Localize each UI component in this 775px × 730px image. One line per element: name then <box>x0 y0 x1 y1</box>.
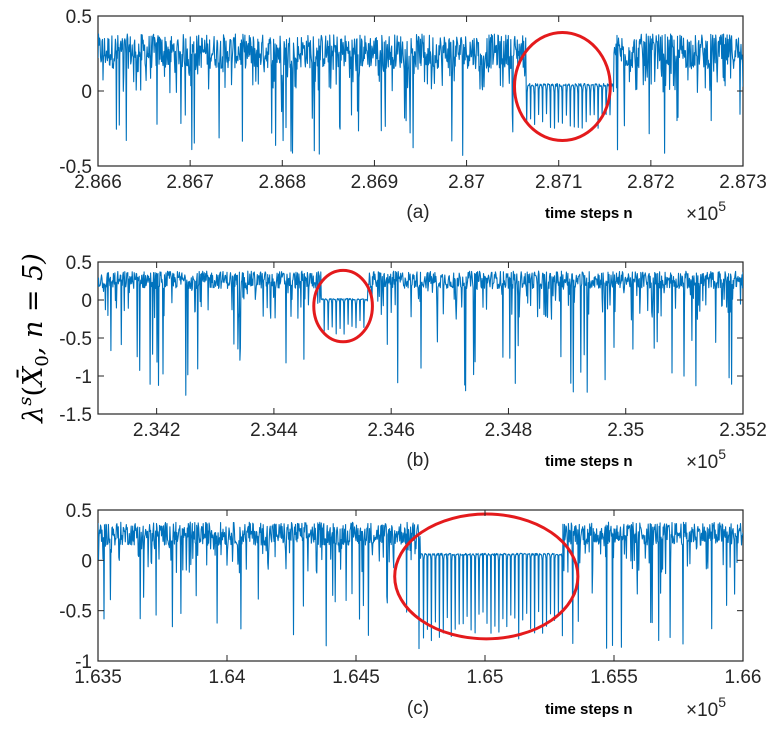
series-line <box>98 521 743 650</box>
x-tick-label: 2.352 <box>719 420 767 441</box>
x-tick-label: 2.348 <box>485 420 533 441</box>
panel-a: 2.866 2.867 2.868 2.869 2.87 2.871 2.872 2.873 -… <box>59 7 767 225</box>
ylabel-open: ( <box>18 386 49 397</box>
x-tick-label: 2.872 <box>627 172 675 193</box>
x-tick-label: 2.87 <box>448 172 485 193</box>
x-tick-label: 1.645 <box>332 667 380 688</box>
panel-label: (b) <box>406 450 429 471</box>
x-tick-label: 1.65 <box>467 667 504 688</box>
x-axis-label: time steps n <box>545 453 633 470</box>
panel-b: 2.342 2.344 2.346 2.348 2.35 2.352 -1.5 -1 -0.5 0… <box>59 253 767 473</box>
x-tick-label: 2.346 <box>367 420 415 441</box>
y-tick-label: 0.5 <box>66 7 92 28</box>
y-tick-label: 0.5 <box>66 253 92 274</box>
ylabel-lambda: λ <box>18 406 49 424</box>
x-tick-label: 2.866 <box>74 172 122 193</box>
x-tick-label: 1.64 <box>209 667 246 688</box>
y-tick-label: 0.5 <box>66 501 92 522</box>
panel-c: 1.635 1.64 1.645 1.65 1.655 1.66 -1 -0.5 0 0.5 (c)… <box>59 501 761 721</box>
x-tick-label: 2.869 <box>351 172 399 193</box>
svg-text:λs(X̄0, n = 5): λs(X̄0, n = 5) <box>15 253 53 424</box>
x-multiplier: ×105 <box>686 446 726 473</box>
ylabel-xbar: X̄ <box>15 365 49 388</box>
ylabel-sup: s <box>15 396 36 405</box>
highlight-ellipse <box>312 268 374 344</box>
y-tick-label: -1 <box>75 652 92 673</box>
x-tick-label: 1.635 <box>74 667 122 688</box>
x-axis-label: time steps n <box>545 205 633 222</box>
y-axis-label: λs(X̄0, n = 5) <box>15 253 53 424</box>
x-tick-label: 2.342 <box>133 420 181 441</box>
y-tick-label: -1.5 <box>59 405 92 426</box>
series-line <box>98 33 743 156</box>
x-multiplier: ×105 <box>686 198 726 225</box>
highlight-ellipse <box>512 31 612 142</box>
series-line <box>98 270 743 396</box>
y-tick-label: -0.5 <box>59 157 92 178</box>
panels: 2.866 2.867 2.868 2.869 2.87 2.871 2.872 2.873 -… <box>59 7 767 721</box>
y-tick-label: -0.5 <box>59 329 92 350</box>
panel-label: (a) <box>406 202 429 223</box>
ylabel-sub: 0 <box>32 355 53 366</box>
panel-label: (c) <box>407 698 429 719</box>
highlight-ellipse <box>393 512 580 641</box>
x-tick-label: 2.867 <box>166 172 214 193</box>
ylabel-rest: , n = 5) <box>18 253 49 355</box>
x-axis-label: time steps n <box>545 701 633 718</box>
y-tick-label: 0 <box>81 291 92 312</box>
x-tick-label: 2.35 <box>607 420 644 441</box>
x-tick-label: 1.655 <box>590 667 638 688</box>
x-tick-label: 2.871 <box>535 172 583 193</box>
x-tick-label: 2.344 <box>250 420 298 441</box>
y-tick-label: 0 <box>81 551 92 572</box>
y-tick-label: -0.5 <box>59 602 92 623</box>
x-tick-label: 2.873 <box>719 172 767 193</box>
y-tick-label: -1 <box>75 367 92 388</box>
x-tick-label: 1.66 <box>725 667 762 688</box>
y-tick-label: 0 <box>81 82 92 103</box>
x-multiplier: ×105 <box>686 694 726 721</box>
x-tick-label: 2.868 <box>259 172 307 193</box>
